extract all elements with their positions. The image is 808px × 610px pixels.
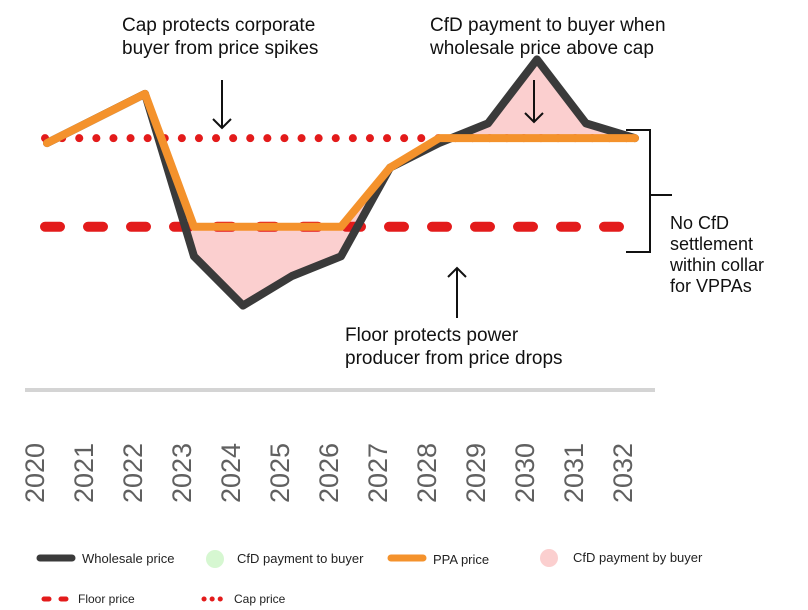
collar-bracket: [626, 129, 672, 253]
cfd-annotation: CfD payment to buyer when wholesale pric…: [430, 14, 666, 60]
legend-swatch-cfd-to-buyer: [206, 550, 224, 568]
cap-annotation: Cap protects corporate buyer from price …: [122, 14, 318, 60]
cfd-annotation-line-1: CfD payment to buyer when: [430, 15, 666, 36]
x-tick-label: 2028: [412, 443, 442, 503]
x-tick-label: 2031: [559, 443, 589, 503]
cfd-fill-layer: [145, 59, 635, 306]
floor-annotation-line-1: Floor protects power: [345, 325, 519, 346]
legend-marks: [36, 549, 558, 602]
series-layer: [43, 55, 639, 310]
x-tick-label: 2026: [314, 443, 344, 503]
x-tick-label: 2023: [167, 443, 197, 503]
x-tick-label: 2022: [118, 443, 148, 503]
floor-annotation-line-2: producer from price drops: [345, 348, 563, 369]
legend-label-ppa: PPA price: [433, 552, 490, 567]
cfd-payment-by-buyer-area: [145, 93, 390, 306]
x-axis-ticks: 2020 2021 2022 2023 2024 2025 2026 2027 2028 2029…: [20, 443, 638, 503]
collar-annotation-line-3: within collar: [670, 255, 765, 275]
legend-label-wholesale: Wholesale price: [82, 551, 175, 566]
collar-annotation-line-1: No CfD: [670, 213, 730, 233]
x-tick-label: 2020: [20, 443, 50, 503]
cfd-arrow-down-icon: [524, 80, 544, 124]
x-tick-label: 2024: [216, 443, 246, 503]
annotation-arrows-layer: [212, 80, 544, 318]
x-tick-label: 2027: [363, 443, 393, 503]
cap-arrow-down-icon: [212, 80, 232, 130]
cfd-annotation-line-2: wholesale price above cap: [430, 38, 654, 59]
x-tick-label: 2030: [510, 443, 540, 503]
legend-label-cfd-to-buyer: CfD payment to buyer: [237, 551, 364, 566]
cap-annotation-line-1: Cap protects corporate: [122, 15, 316, 36]
floor-annotation: Floor protects power producer from price…: [345, 324, 563, 370]
collar-annotation: No CfD settlement within collar for VPPA…: [670, 213, 764, 297]
cap-annotation-line-2: buyer from price spikes: [122, 38, 319, 59]
x-tick-label: 2032: [608, 443, 638, 503]
x-tick-label: 2025: [265, 443, 295, 503]
x-tick-label: 2021: [69, 443, 99, 503]
cfd-payment-by-buyer-area: [390, 59, 635, 168]
reference-lines-layer: [40, 134, 640, 232]
collar-annotation-line-2: settlement: [670, 234, 754, 254]
x-tick-label: 2029: [461, 443, 491, 503]
floor-arrow-up-icon: [447, 266, 467, 318]
ppa-price-line: [43, 89, 639, 231]
legend-label-floor: Floor price: [78, 592, 135, 606]
legend-swatch-cfd-by-buyer: [540, 549, 558, 567]
legend-label-cfd-by-buyer: CfD payment by buyer: [573, 550, 703, 565]
legend-label-cap: Cap price: [234, 592, 286, 606]
collar-annotation-line-4: for VPPAs: [670, 276, 752, 296]
